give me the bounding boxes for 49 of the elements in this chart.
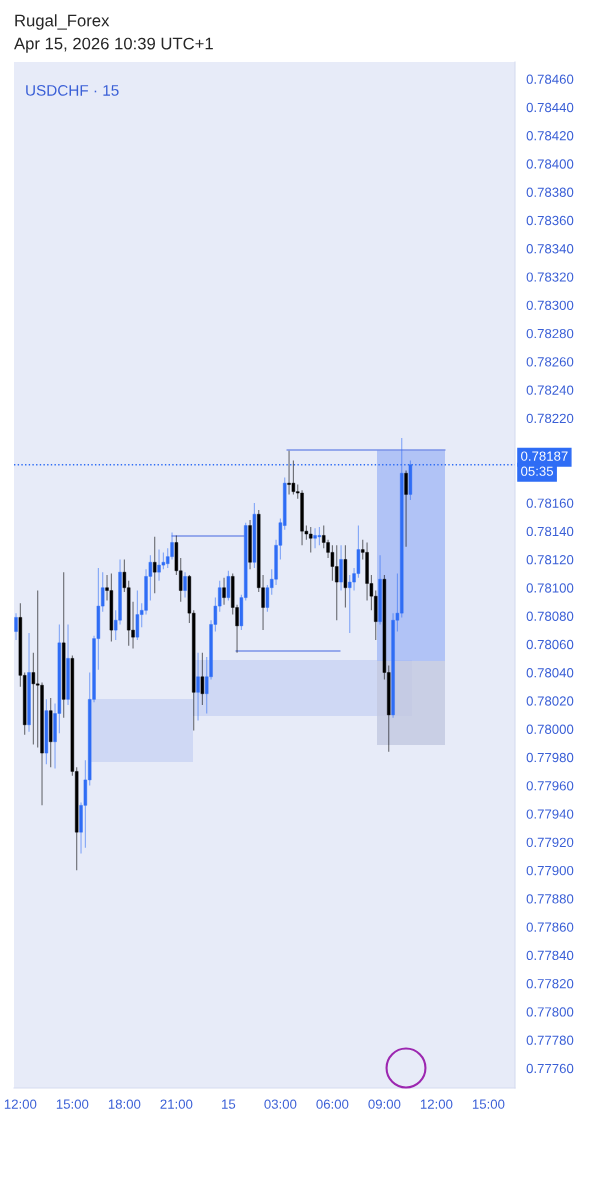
x-tick-label: 12:00 — [420, 1099, 453, 1109]
y-tick-label: 0.77800 — [526, 1007, 574, 1017]
y-tick-label: 0.78420 — [526, 131, 574, 141]
y-tick-label: 0.78360 — [526, 215, 574, 226]
y-tick-label: 0.77940 — [526, 809, 574, 819]
x-tick-label: 15:00 — [472, 1099, 505, 1109]
ref-line-label: 0.78187 — [521, 451, 568, 461]
x-tick-label: 18:00 — [108, 1099, 141, 1109]
x-tick-label: 12:00 — [4, 1099, 37, 1109]
y-tick-label: 0.78000 — [526, 724, 574, 734]
text: 05:35 — [521, 466, 554, 476]
y-tick-label: 0.77820 — [526, 978, 574, 989]
y-tick-label: 0.78320 — [526, 272, 574, 282]
y-tick-label: 0.77920 — [526, 837, 574, 848]
y-tick-label: 0.78140 — [526, 526, 574, 537]
annotation: USDCHF · 15 — [26, 84, 119, 96]
chart-title: Rugal_Forex — [15, 14, 110, 30]
chart-subtitle: Apr 15, 2026 10:39 UTC+1 — [14, 37, 213, 53]
y-tick-label: 0.78340 — [526, 244, 574, 254]
y-tick-label: 0.78220 — [526, 413, 574, 424]
y-tick-label: 0.78300 — [526, 300, 574, 310]
y-tick-label: 0.77840 — [526, 950, 574, 961]
y-tick-label: 0.77860 — [526, 922, 574, 932]
x-tick-label: 09:00 — [368, 1099, 401, 1109]
y-tick-label: 0.78040 — [526, 668, 574, 678]
y-tick-label: 0.77780 — [526, 1035, 574, 1045]
y-tick-label: 0.78260 — [526, 357, 574, 367]
y-tick-label: 0.77880 — [526, 894, 574, 904]
x-tick-label: 15:00 — [56, 1099, 89, 1109]
y-tick-label: 0.78400 — [526, 159, 574, 169]
y-tick-label: 0.77980 — [526, 752, 574, 763]
y-tick-label: 0.77900 — [526, 865, 574, 876]
y-tick-label: 0.78460 — [526, 74, 574, 84]
y-tick-label: 0.78440 — [526, 102, 574, 113]
x-tick-label: 15 — [222, 1099, 236, 1109]
y-tick-label: 0.78240 — [526, 385, 574, 395]
x-tick-label: 06:00 — [316, 1099, 349, 1109]
y-tick-label: 0.78060 — [526, 639, 574, 650]
y-tick-label: 0.78380 — [526, 187, 574, 197]
y-tick-label: 0.78020 — [526, 696, 574, 706]
y-tick-label: 0.77760 — [526, 1063, 574, 1074]
y-tick-label: 0.78120 — [526, 555, 574, 565]
y-tick-label: 0.78100 — [526, 583, 574, 593]
y-tick-label: 0.78280 — [526, 328, 574, 339]
y-tick-label: 0.78080 — [526, 611, 574, 621]
y-tick-label: 0.78160 — [526, 498, 574, 508]
x-tick-label: 21:00 — [160, 1099, 193, 1109]
x-tick-label: 03:00 — [264, 1099, 297, 1109]
y-tick-label: 0.77960 — [526, 781, 574, 791]
